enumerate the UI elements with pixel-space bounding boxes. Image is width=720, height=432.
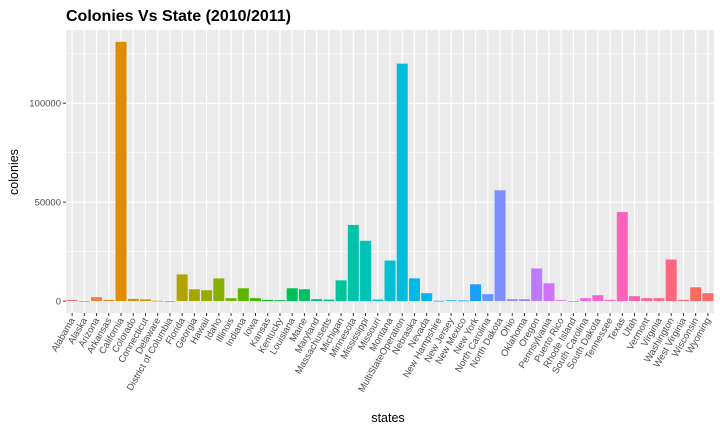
bar [250,298,262,302]
bar [641,298,653,302]
bar [115,41,127,302]
bar [506,299,518,302]
y-tick-label: 50000 [35,198,61,209]
bar [604,299,616,302]
bar [629,296,641,302]
x-axis-title: states [371,411,404,425]
bar [555,300,567,302]
bar [176,274,188,302]
bar [580,298,592,302]
bar [445,300,457,302]
bar [127,298,139,302]
bar [470,284,482,302]
bar [311,299,323,302]
bar [152,300,164,302]
bar [66,299,78,302]
bar [347,224,359,302]
y-axis-ticks: 0 50000 100000 [29,99,66,308]
bar [78,300,90,302]
bar [237,288,249,302]
bar [103,299,115,302]
bar [616,212,628,302]
bar [567,300,579,302]
bar [262,299,274,302]
bar [323,299,335,302]
bar [139,299,151,302]
bar [531,268,543,302]
bar [653,298,665,302]
bar [665,259,677,302]
bar [298,289,310,302]
bar [457,300,469,302]
bar [518,299,530,302]
bar [372,299,384,302]
bar [543,283,555,302]
bar [421,293,433,302]
x-axis-ticks: AlabamaAlaskaArizonaArkansasCaliforniaCo… [49,313,713,394]
bar [335,280,347,302]
y-tick-label: 100000 [29,99,61,110]
bar [690,287,702,302]
bar [213,278,225,302]
bar [677,299,689,302]
bar [286,288,298,302]
bar [482,294,494,302]
bar [592,295,604,302]
y-axis-title: colonies [7,149,21,195]
bar [702,293,714,302]
bar [91,297,103,302]
bar [201,290,213,302]
bar [188,289,200,302]
bar [164,301,176,302]
bar [396,63,408,302]
y-tick-label: 0 [56,297,61,308]
bar [274,300,286,302]
bar [360,240,372,302]
bars [66,41,714,302]
bar [225,298,237,302]
bar [494,190,506,302]
bar [384,260,396,302]
bar [408,278,420,302]
bar [433,300,445,302]
chart-title: Colonies Vs State (2010/2011) [66,8,291,25]
